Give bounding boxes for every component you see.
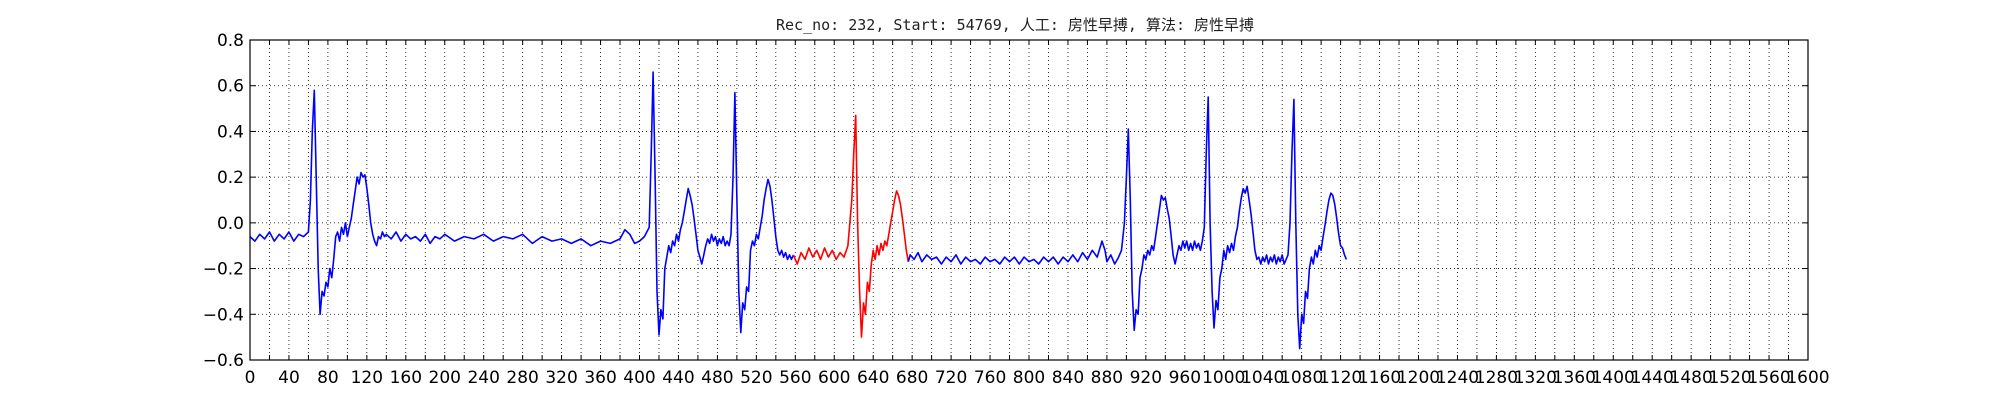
x-tick-label: 1000 [1202, 368, 1245, 388]
x-tick-label: 1360 [1553, 368, 1596, 388]
x-tick-label: 1120 [1319, 368, 1362, 388]
y-tick-label: −0.4 [203, 305, 244, 325]
y-tick-label: 0.2 [217, 168, 244, 188]
x-tick-label: 1440 [1631, 368, 1674, 388]
x-tick-label: 880 [1091, 368, 1123, 388]
y-tick-label: 0.0 [217, 214, 244, 234]
y-tick-label: −0.2 [203, 260, 244, 280]
x-tick-label: 1320 [1514, 368, 1557, 388]
y-tick-label: 0.6 [217, 77, 244, 97]
x-axis: 0 40 80 120 160 200 240 280 320 360 400 440 480 520 56… [245, 40, 1830, 388]
y-tick-label: 0.8 [217, 31, 244, 51]
plot-frame [249, 39, 1809, 361]
y-tick-label: −0.6 [203, 351, 244, 371]
x-tick-label: 720 [935, 368, 967, 388]
x-tick-label: 1200 [1397, 368, 1440, 388]
x-tick-label: 1280 [1475, 368, 1518, 388]
x-tick-label: 640 [857, 368, 889, 388]
x-tick-label: 1560 [1747, 368, 1790, 388]
y-axis: −0.6 −0.4 −0.2 0.0 0.2 0.4 0.6 0.8 [203, 31, 1808, 371]
x-tick-label: 160 [390, 368, 422, 388]
x-tick-label: 40 [278, 368, 300, 388]
x-tick-label: 320 [545, 368, 577, 388]
x-tick-label: 1080 [1280, 368, 1323, 388]
x-tick-label: 440 [662, 368, 694, 388]
x-tick-label: 840 [1052, 368, 1084, 388]
x-tick-label: 200 [429, 368, 461, 388]
x-tick-label: 240 [467, 368, 499, 388]
x-tick-label: 80 [317, 368, 339, 388]
x-tick-label: 1160 [1358, 368, 1401, 388]
x-tick-label: 120 [351, 368, 383, 388]
x-tick-label: 1480 [1670, 368, 1713, 388]
x-tick-label: 520 [740, 368, 772, 388]
series-line-1 [792, 114, 910, 338]
x-tick-label: 1520 [1708, 368, 1751, 388]
x-tick-label: 920 [1130, 368, 1162, 388]
x-tick-label: 680 [896, 368, 928, 388]
x-tick-label: 0 [245, 368, 256, 388]
x-tick-label: 360 [584, 368, 616, 388]
x-tick-label: 760 [974, 368, 1006, 388]
x-tick-label: 480 [701, 368, 733, 388]
series-line-2 [907, 96, 1348, 350]
x-tick-label: 400 [623, 368, 655, 388]
grid-lines [250, 40, 1808, 360]
x-tick-label: 1040 [1241, 368, 1284, 388]
x-tick-label: 600 [818, 368, 850, 388]
x-tick-label: 560 [779, 368, 811, 388]
x-tick-label: 800 [1013, 368, 1045, 388]
x-tick-label: 1240 [1436, 368, 1479, 388]
series-line-0 [249, 71, 795, 336]
x-tick-label: 280 [506, 368, 538, 388]
y-tick-label: 0.4 [217, 122, 244, 142]
x-tick-label: 960 [1169, 368, 1201, 388]
x-tick-label: 1400 [1592, 368, 1635, 388]
chart-title: Rec_no: 232, Start: 54769, 人工: 房性早搏, 算法:… [776, 16, 1254, 34]
x-tick-label: 1600 [1786, 368, 1829, 388]
series-layer [249, 71, 1348, 350]
